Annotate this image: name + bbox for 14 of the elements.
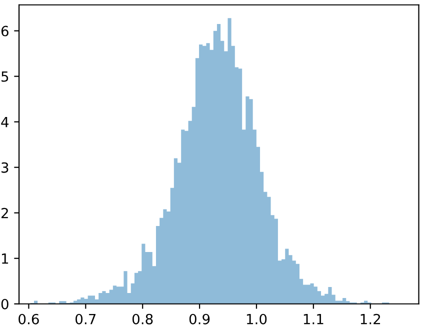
x-tick-label: 1.0 [246, 314, 267, 324]
x-tick-label: 0.6 [18, 314, 39, 324]
x-tick-label: 1.1 [304, 314, 324, 324]
y-tick-label: 0 [1, 298, 8, 310]
y-tick-label: 1 [2, 254, 8, 264]
y-tick-label: 6 [1, 26, 8, 36]
x-tick-label: 0.8 [132, 314, 153, 324]
x-tick-label: 1.2 [360, 314, 380, 324]
y-tick-label: 4 [1, 116, 9, 128]
x-tick-label: 0.7 [76, 314, 96, 324]
y-tick-label: 5 [2, 71, 8, 82]
x-tick-label: 0.9 [189, 314, 210, 324]
y-tick-label: 2 [1, 208, 8, 218]
y-tick-label: 3 [2, 162, 8, 173]
